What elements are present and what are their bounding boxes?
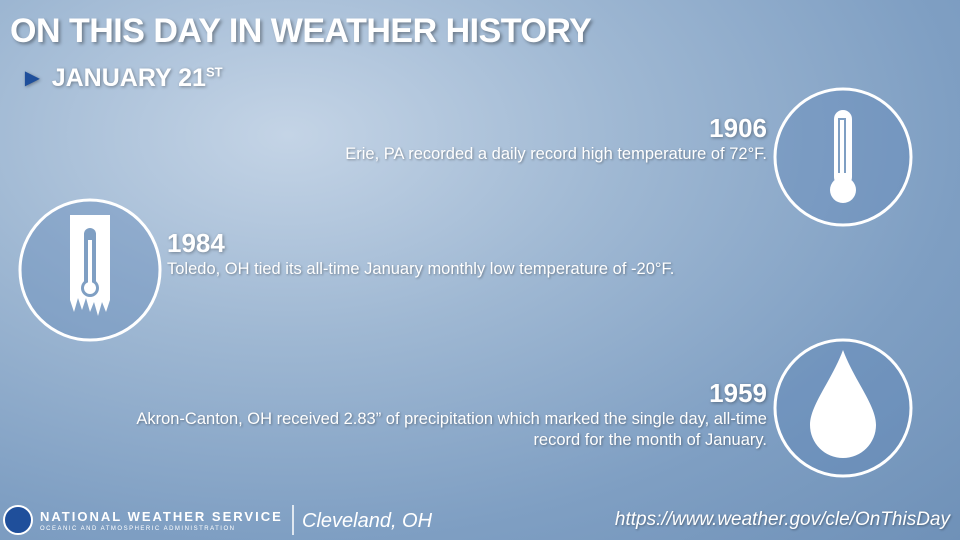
arrow: ► xyxy=(20,64,45,92)
event-text: Erie, PA recorded a daily record high te… xyxy=(345,145,767,163)
url: https://www.weather.gov/cle/OnThisDay xyxy=(614,509,950,530)
agency: NATIONAL WEATHER SERVICE xyxy=(40,509,283,524)
event-year: 1959 xyxy=(709,378,767,408)
event-text: Toledo, OH tied its all-time January mon… xyxy=(167,260,675,278)
date: ► JANUARY 21ST xyxy=(20,64,223,93)
date-suffix: ST xyxy=(205,64,223,80)
date-text: JANUARY 21 xyxy=(51,64,206,92)
event-year: 1906 xyxy=(709,113,767,143)
office: Cleveland, OH xyxy=(302,510,433,532)
title: ON THIS DAY IN WEATHER HISTORY xyxy=(10,12,592,50)
event-text: Akron-Canton, OH received 2.83” of preci… xyxy=(136,410,767,449)
event: 1959 Akron-Canton, OH received 2.83” of … xyxy=(87,378,767,451)
subagency: OCEANIC AND ATMOSPHERIC ADMINISTRATION xyxy=(40,526,236,532)
event: 1906 Erie, PA recorded a daily record hi… xyxy=(167,113,767,165)
event: 1984 Toledo, OH tied its all-time Januar… xyxy=(167,228,757,280)
event-year: 1984 xyxy=(167,228,225,258)
